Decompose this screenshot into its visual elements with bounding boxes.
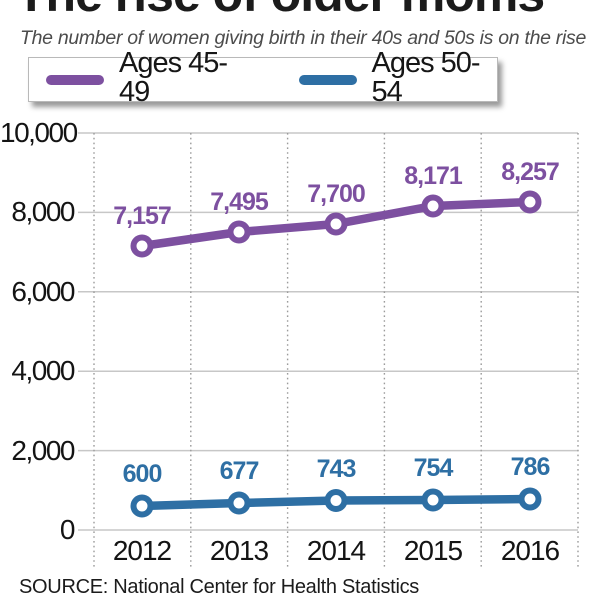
chart-subtitle: The number of women giving birth in thei… <box>20 27 587 49</box>
chart-title: The rise of older moms <box>16 0 545 19</box>
markers-ages-50-54 <box>130 487 542 518</box>
source-attribution: SOURCE: National Center for Health Stati… <box>19 576 419 598</box>
x-axis-tick-2015: 2015 <box>403 535 463 566</box>
data-point-marker <box>324 489 348 512</box>
legend-swatch-ages-45-49 <box>46 74 104 85</box>
x-axis-tick-2012: 2012 <box>112 535 172 566</box>
vertical-gridlines <box>93 133 579 567</box>
data-point-marker <box>227 491 251 515</box>
data-point-marker <box>421 194 445 218</box>
data-point-marker <box>130 494 154 518</box>
x-axis-tick-2014: 2014 <box>306 535 366 566</box>
value-label-50-54-2015: 754 <box>413 454 454 482</box>
horizontal-gridlines <box>78 132 578 531</box>
data-point-marker <box>324 212 348 236</box>
legend-label-ages-45-49: Ages 45-49 <box>119 47 228 108</box>
legend-label-ages-50-54: Ages 50-54 <box>371 47 481 108</box>
y-axis-tick-0: 0 <box>59 514 76 545</box>
x-axis-tick-2013: 2013 <box>209 535 269 566</box>
y-axis-tick-4000: 4,000 <box>11 355 75 386</box>
value-label-45-49-2013: 7,495 <box>210 188 269 216</box>
y-axis-tick-8000: 8,000 <box>11 196 75 227</box>
value-label-50-54-2016: 786 <box>510 453 551 481</box>
legend-swatch-ages-50-54 <box>298 74 357 85</box>
markers-ages-45-49 <box>130 190 542 258</box>
data-point-marker <box>518 190 542 214</box>
data-point-marker <box>421 488 445 512</box>
value-label-45-49-2015: 8,171 <box>404 162 463 190</box>
data-point-marker <box>518 487 542 511</box>
y-axis-tick-10000: 10,000 <box>0 117 78 148</box>
y-axis-tick-2000: 2,000 <box>11 435 75 466</box>
value-label-50-54-2013: 677 <box>219 457 260 485</box>
x-axis-tick-2016: 2016 <box>500 535 560 566</box>
value-label-45-49-2014: 7,700 <box>307 180 366 208</box>
y-axis-tick-6000: 6,000 <box>11 276 75 307</box>
legend-box: Ages 45-49 Ages 50-54 <box>28 49 498 107</box>
value-label-45-49-2012: 7,157 <box>113 202 172 230</box>
value-label-50-54-2012: 600 <box>122 460 163 488</box>
data-point-marker <box>130 234 154 258</box>
value-label-45-49-2016: 8,257 <box>501 158 560 186</box>
data-point-marker <box>227 220 251 244</box>
value-label-50-54-2014: 743 <box>316 455 357 483</box>
